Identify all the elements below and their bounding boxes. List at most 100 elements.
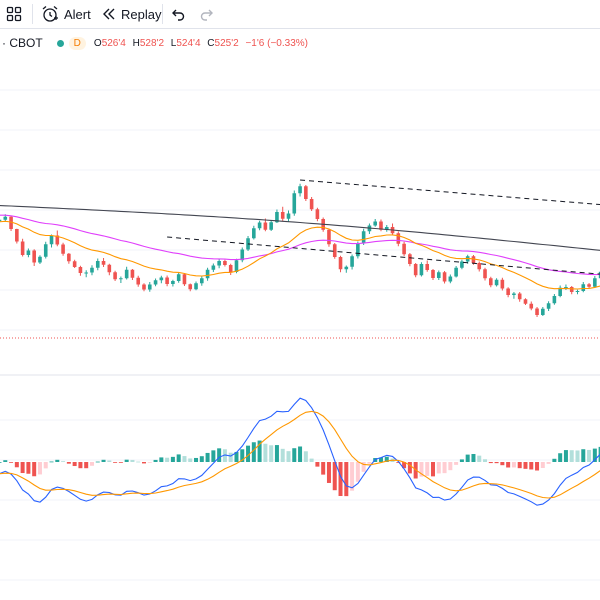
redo-button[interactable] <box>199 2 215 26</box>
high-key: H <box>132 37 140 49</box>
candle-body <box>257 222 262 229</box>
candle-body <box>379 221 383 230</box>
trendline-drawings[interactable] <box>167 179 600 322</box>
candle-body <box>119 278 123 280</box>
candle-body <box>309 199 314 210</box>
candle-body <box>275 212 279 223</box>
candle-body <box>338 257 343 270</box>
macd-histogram-bar <box>384 456 389 462</box>
macd-histogram-bar <box>274 445 279 462</box>
high-value: 528'2 <box>139 37 165 49</box>
candle-body <box>315 209 320 219</box>
candle-body <box>292 193 297 214</box>
candle-body <box>425 264 430 270</box>
candle-body <box>384 227 389 230</box>
candle-body <box>477 263 482 270</box>
macd-histogram-bar <box>523 462 528 469</box>
macd-histogram-bar <box>367 462 372 464</box>
candle-body <box>0 219 2 222</box>
macd-histogram-bar <box>592 448 597 462</box>
macd-histogram-bar <box>95 461 100 463</box>
candle-body <box>529 303 534 309</box>
candle-body <box>9 216 13 229</box>
macd-histogram-bar <box>246 445 251 462</box>
macd-histogram-bar <box>506 462 511 468</box>
candle-body <box>454 267 458 277</box>
price-chart[interactable] <box>0 60 600 600</box>
macd-histogram-bar <box>147 462 152 463</box>
candle-body <box>304 186 308 199</box>
candle-body <box>494 279 499 286</box>
macd-histogram-bar <box>355 462 360 482</box>
macd-histogram-bar <box>43 462 48 469</box>
candle-body <box>552 296 557 304</box>
candle-body <box>43 244 48 257</box>
macd-histogram-bar <box>494 462 499 464</box>
macd-histogram-bar <box>350 462 355 491</box>
layout-grid-button[interactable] <box>6 2 28 26</box>
candle-body <box>211 265 216 270</box>
macd-histogram-bar <box>14 462 19 468</box>
macd-histogram-bar <box>84 462 89 469</box>
macd-histogram-bar <box>170 456 175 462</box>
macd-pane <box>0 397 600 506</box>
candle-body <box>153 280 158 285</box>
macd-histogram-bar <box>107 460 112 462</box>
candle-body <box>223 261 227 265</box>
candle-body <box>442 272 447 282</box>
macd-histogram-bar <box>338 462 343 496</box>
candle-body <box>171 281 175 284</box>
candle-body <box>252 228 256 239</box>
macd-histogram-bar <box>442 462 447 474</box>
alert-button[interactable]: Alert <box>40 2 91 26</box>
alarm-clock-icon <box>42 6 58 22</box>
candle-body <box>159 277 164 281</box>
macd-histogram-bar <box>142 462 146 464</box>
candle-body <box>373 221 377 226</box>
open-key: O <box>93 37 102 49</box>
macd-histogram-bar <box>61 461 66 462</box>
macd-histogram-bar <box>303 451 308 462</box>
candle-body <box>20 241 25 255</box>
macd-histogram-bar <box>49 461 54 463</box>
macd-histogram-bar <box>309 458 314 462</box>
replay-button[interactable]: Replay <box>101 2 161 26</box>
low-key: L <box>170 37 177 49</box>
redo-icon <box>200 9 213 21</box>
macd-histogram-bar <box>483 459 488 462</box>
macd-histogram-bar <box>419 462 424 477</box>
macd-histogram-bar <box>89 462 94 466</box>
candle-body <box>500 279 505 289</box>
macd-histogram-bar <box>101 459 106 462</box>
moving-average-lines <box>0 204 600 290</box>
candle-body <box>280 212 285 219</box>
candle-body <box>396 233 401 244</box>
macd-histogram-bar <box>448 462 453 471</box>
macd-histogram-bar <box>217 448 222 462</box>
candle-body <box>436 272 441 278</box>
macd-histogram-bar <box>540 462 545 468</box>
candle-body <box>205 269 210 279</box>
macd-histogram-bar <box>78 462 83 469</box>
macd-histogram-bar <box>552 458 557 462</box>
macd-histogram-bar <box>159 457 164 462</box>
macd-histogram-bar <box>587 449 592 462</box>
macd-histogram-bar <box>332 462 337 491</box>
toolbar-bottom-border <box>0 28 600 29</box>
undo-button[interactable] <box>170 2 186 26</box>
candle-body <box>298 186 302 194</box>
candle-body <box>541 308 545 315</box>
macd-histogram-bar <box>0 462 2 463</box>
macd-histogram-bar <box>176 454 181 462</box>
candle-body <box>356 243 360 257</box>
macd-histogram-bar <box>315 462 320 467</box>
change-value: −1'6 (−0.33%) <box>245 37 308 49</box>
macd-histogram-bar <box>436 462 441 474</box>
macd-histogram-bar <box>321 462 326 475</box>
macd-histogram-bar <box>431 462 435 477</box>
macd-histogram-bar <box>3 460 8 462</box>
macd-histogram-bar <box>211 450 216 462</box>
symbol-name[interactable]: · CBOT <box>2 36 43 50</box>
interval-badge[interactable]: D <box>68 36 86 50</box>
candle-body <box>523 299 528 304</box>
